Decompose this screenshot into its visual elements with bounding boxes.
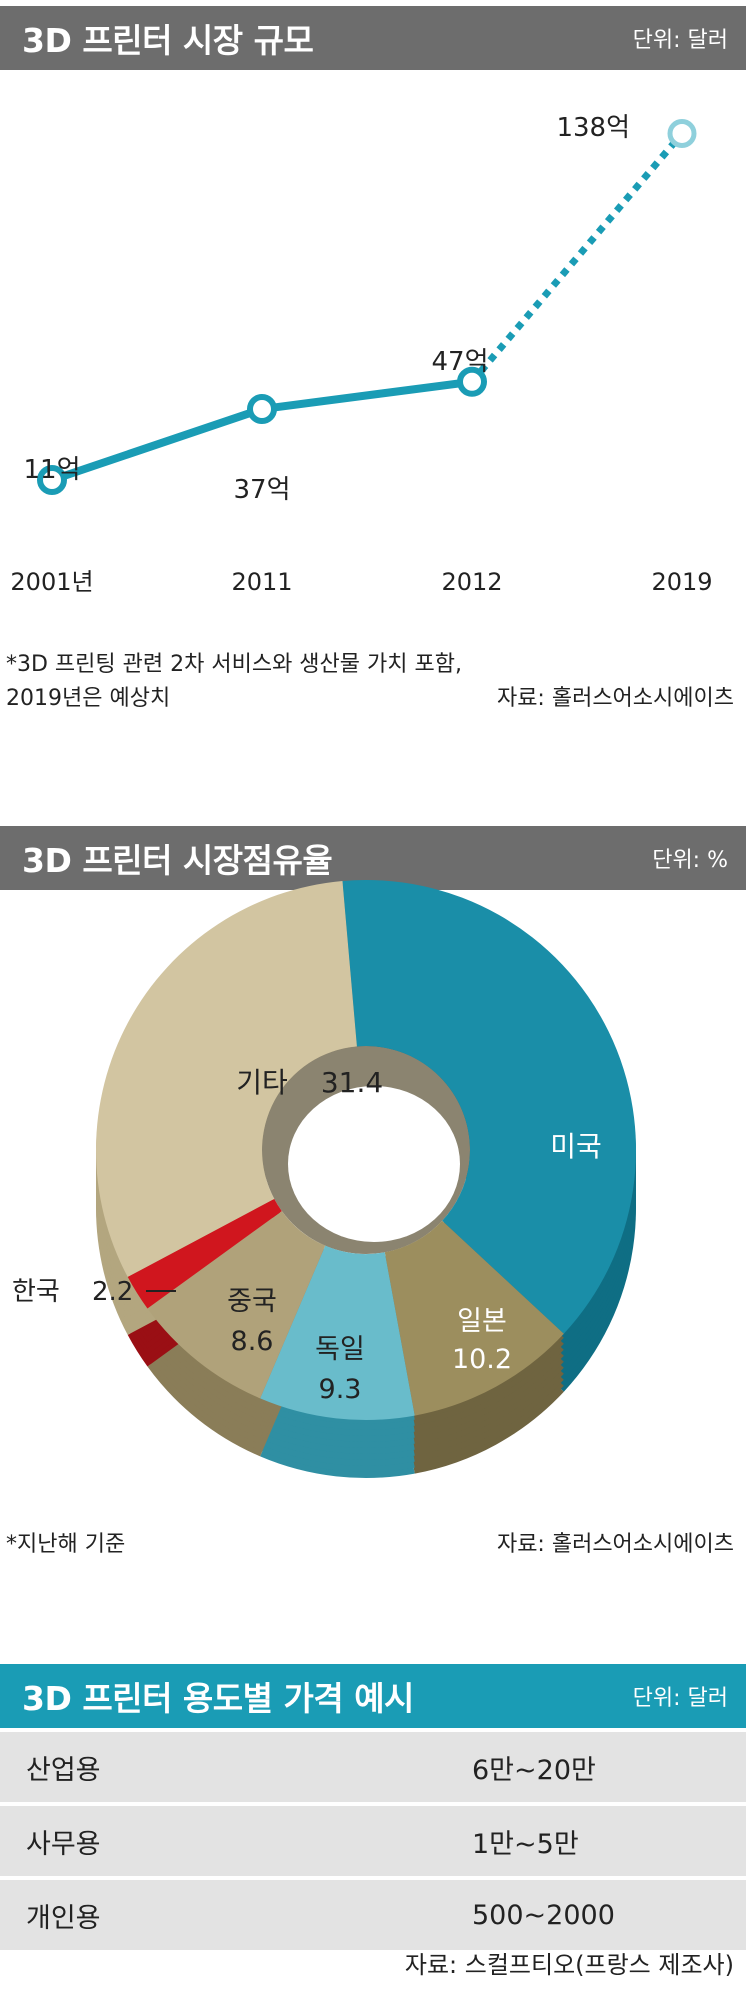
slice-value: 38.3 — [635, 1130, 697, 1163]
market-size-note-2: 2019년은 예상치 — [6, 686, 171, 711]
slice-label: 일본 — [457, 1306, 507, 1337]
slice-label: 기타 — [236, 1066, 288, 1099]
x-tick-label: 2012 — [441, 568, 502, 596]
price-table-header: 3D 프린터 용도별 가격 예시 단위: 달러 — [0, 1664, 746, 1728]
table-cell-use: 사무용 — [26, 1828, 101, 1860]
data-label: 47억 — [431, 347, 488, 377]
market-size-note-1: *3D 프린팅 관련 2차 서비스와 생산물 가치 포함, — [6, 652, 462, 677]
x-tick-label: 2011 — [231, 568, 292, 596]
market-share-title: 3D 프린터 시장점유율 — [22, 841, 333, 880]
series-line-projected — [469, 131, 685, 385]
price-table-source: 자료: 스컬프티오(프랑스 제조사) — [404, 1951, 734, 1979]
x-tick-label: 2019 — [651, 568, 712, 596]
data-label: 37억 — [233, 475, 290, 505]
table-cell-price: 500~2000 — [472, 1899, 615, 1931]
data-point — [667, 118, 697, 148]
data-label: 138억 — [556, 113, 630, 143]
donut-hole — [288, 1086, 460, 1242]
market-size-source: 자료: 홀러스어소시에이츠 — [496, 686, 734, 711]
slice-label: 한국 — [12, 1277, 60, 1307]
table-cell-price: 6만~20만 — [472, 1754, 596, 1786]
x-tick-label: 2001년 — [10, 568, 93, 596]
price-table-unit: 단위: 달러 — [632, 1686, 728, 1711]
slice-value: 31.4 — [321, 1066, 383, 1099]
slice-1 — [384, 1220, 564, 1416]
slice-value: 9.3 — [319, 1374, 362, 1405]
market-size-line-chart: 11억 2001년 37억 2011 47억 2012 138억 2019 — [10, 113, 712, 596]
slice-value: 10.2 — [452, 1344, 512, 1375]
slice-label: 미국 — [550, 1130, 602, 1163]
slice-label: 독일 — [315, 1334, 365, 1365]
slice-label: 중국 — [227, 1286, 277, 1317]
data-point — [37, 464, 67, 495]
market-share-donut-chart: 미국 38.3 일본 10.2 독일 9.3 중국 8.6 한국 2.2 기타 31.4 — [12, 880, 697, 1478]
market-size-header: 3D 프린터 시장 규모 단위: 달러 — [0, 6, 746, 70]
data-label: 11억 — [23, 455, 80, 485]
table-row: 사무용 1만~5만 — [0, 1806, 746, 1876]
slice-5 — [96, 881, 357, 1277]
slice-4 — [127, 1198, 282, 1309]
market-share-source: 자료: 홀러스어소시에이츠 — [496, 1532, 734, 1557]
market-share-unit: 단위: % — [652, 848, 728, 873]
table-row: 개인용 500~2000 — [0, 1880, 746, 1950]
slice-0 — [342, 880, 636, 1334]
slice-2 — [260, 1245, 415, 1420]
market-share-header: 3D 프린터 시장점유율 단위: % — [0, 826, 746, 890]
table-row: 산업용 6만~20만 — [0, 1732, 746, 1802]
market-size-title: 3D 프린터 시장 규모 — [22, 21, 314, 60]
market-size-unit: 단위: 달러 — [632, 28, 728, 53]
price-table-title: 3D 프린터 용도별 가격 예시 — [22, 1679, 414, 1718]
market-share-note: *지난해 기준 — [6, 1532, 126, 1557]
data-point — [247, 394, 277, 425]
table-cell-use: 개인용 — [26, 1902, 101, 1934]
table-cell-use: 산업용 — [26, 1754, 101, 1786]
slice-value: 2.2 — [92, 1277, 133, 1307]
table-cell-price: 1만~5만 — [472, 1828, 579, 1860]
slice-3 — [147, 1211, 326, 1399]
data-point — [457, 366, 487, 397]
slice-value: 8.6 — [231, 1326, 274, 1357]
